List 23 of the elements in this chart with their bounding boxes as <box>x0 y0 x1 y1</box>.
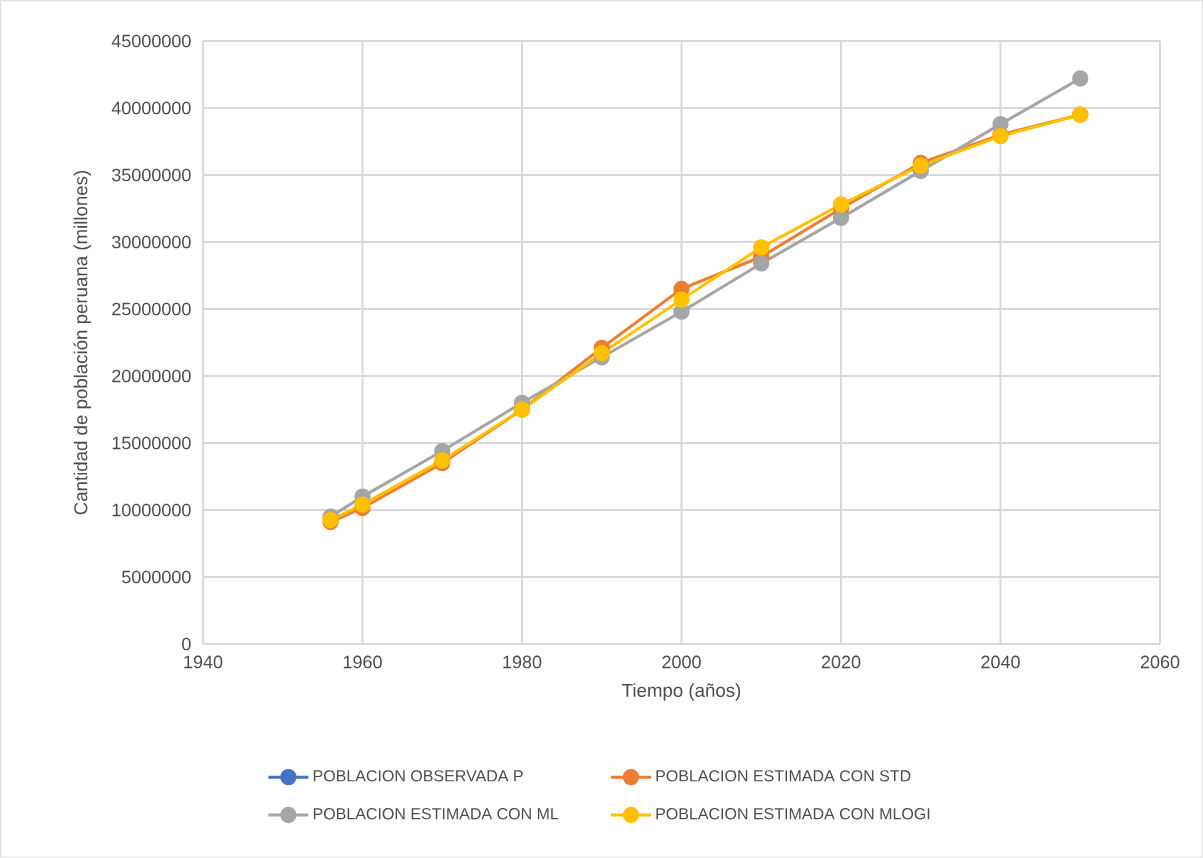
legend-label: POBLACION ESTIMADA CON STD <box>656 770 911 782</box>
y-tick-label: 20000000 <box>112 369 191 383</box>
x-tick-label: 2040 <box>981 655 1020 669</box>
y-tick-label: 45000000 <box>111 34 191 48</box>
x-tick-label: 2000 <box>662 655 701 669</box>
y-tick-label: 5000000 <box>122 570 191 584</box>
legend-label: POBLACION ESTIMADA CON MLOGI <box>656 808 930 820</box>
y-tick-label: 35000000 <box>112 168 191 182</box>
x-tick-label: 1940 <box>184 655 223 669</box>
y-tick-label: 40000000 <box>111 101 191 115</box>
y-tick-label: 10000000 <box>112 503 191 517</box>
y-tick-label: 25000000 <box>112 302 191 316</box>
legend-label: POBLACION ESTIMADA CON ML <box>313 808 559 820</box>
x-tick-label: 1960 <box>343 655 382 669</box>
x-axis-title: Tiempo (años) <box>622 683 741 701</box>
x-tick-label: 1980 <box>503 655 542 669</box>
y-tick-label: 30000000 <box>112 235 191 249</box>
x-tick-label: 2060 <box>1140 655 1180 669</box>
y-tick-label: 0 <box>182 637 191 651</box>
y-axis-title: Cantidad de población peruana (millones) <box>73 170 92 515</box>
x-tick-label: 2020 <box>821 655 861 669</box>
y-tick-label: 15000000 <box>112 436 191 450</box>
legend-label: POBLACION OBSERVADA P <box>313 770 523 782</box>
